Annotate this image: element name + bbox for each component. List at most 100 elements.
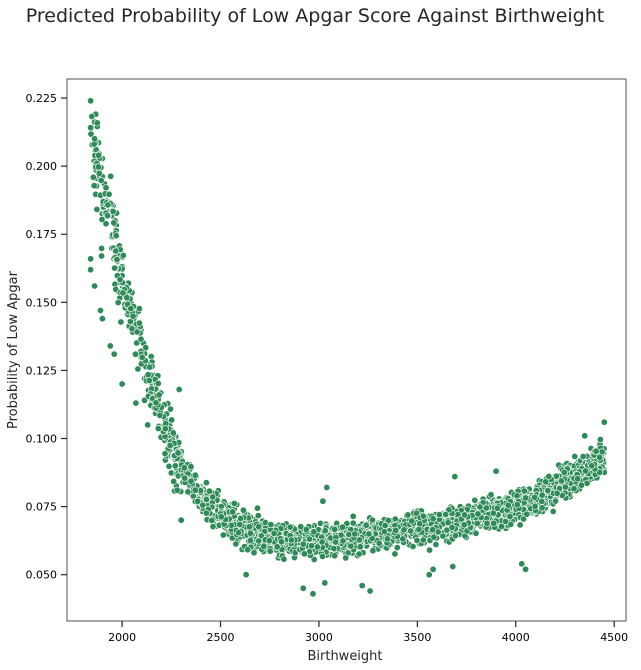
data-point <box>545 472 553 480</box>
data-point <box>513 492 521 500</box>
data-point <box>119 251 127 259</box>
data-point <box>266 547 274 555</box>
data-point <box>138 353 146 361</box>
data-point <box>180 464 188 472</box>
x-axis-ticks: 2000 2500 3000 3500 4000 4500 <box>108 621 628 644</box>
data-point <box>596 453 604 461</box>
data-point <box>356 543 364 551</box>
data-point <box>128 325 136 333</box>
data-point <box>493 504 501 512</box>
data-point <box>246 537 254 545</box>
data-point <box>570 485 578 493</box>
data-point <box>260 542 268 550</box>
data-point <box>391 550 399 558</box>
data-point <box>482 504 490 512</box>
y-tick-label: 0.150 <box>26 296 58 309</box>
data-point <box>313 543 321 551</box>
data-point <box>117 318 125 326</box>
data-point <box>171 462 179 470</box>
data-point <box>299 540 307 548</box>
data-point <box>167 405 175 413</box>
data-point <box>255 523 263 531</box>
data-point <box>299 584 307 592</box>
data-point <box>574 475 582 483</box>
data-point <box>95 163 103 171</box>
data-point <box>87 266 95 274</box>
data-point <box>408 517 416 525</box>
data-point <box>242 571 250 579</box>
data-point <box>91 282 99 290</box>
data-point <box>318 552 326 560</box>
data-point <box>277 538 285 546</box>
data-point <box>177 516 185 524</box>
data-point <box>237 514 245 522</box>
data-point <box>592 447 600 455</box>
data-point <box>91 135 99 143</box>
data-point <box>145 377 153 385</box>
data-point <box>191 471 199 479</box>
data-point <box>365 530 373 538</box>
data-point <box>442 510 450 518</box>
data-point <box>487 491 495 499</box>
data-point <box>114 299 122 307</box>
data-point <box>107 172 115 180</box>
data-point <box>553 489 561 497</box>
data-point <box>460 521 468 529</box>
data-point <box>184 488 192 496</box>
data-point <box>156 411 164 419</box>
data-point <box>384 516 392 524</box>
data-point <box>87 97 95 105</box>
data-point <box>202 509 210 517</box>
data-point <box>471 496 479 504</box>
data-point <box>287 536 295 544</box>
data-point <box>155 391 163 399</box>
data-point <box>571 452 579 460</box>
data-point <box>425 571 433 579</box>
data-point <box>98 215 106 223</box>
data-point <box>104 201 112 209</box>
data-point <box>191 486 199 494</box>
data-point <box>419 536 427 544</box>
data-point <box>181 474 189 482</box>
data-point <box>300 550 308 558</box>
plot-frame <box>66 78 627 622</box>
data-point <box>168 416 176 424</box>
data-point <box>270 529 278 537</box>
data-point <box>439 532 447 540</box>
chart-title: Predicted Probability of Low Apgar Score… <box>26 5 604 27</box>
data-point <box>474 510 482 518</box>
data-point <box>476 503 484 511</box>
data-point <box>448 523 456 531</box>
data-point <box>461 511 469 519</box>
data-point <box>286 523 294 531</box>
data-point <box>93 119 101 127</box>
data-point <box>95 169 103 177</box>
data-point <box>323 483 331 491</box>
y-tick-label: 0.225 <box>26 92 58 105</box>
data-point <box>132 350 140 358</box>
data-point <box>144 371 152 379</box>
data-point <box>199 501 207 509</box>
data-point <box>98 252 106 260</box>
data-point <box>579 452 587 460</box>
data-point <box>581 432 589 440</box>
data-point <box>95 151 103 159</box>
data-point <box>375 539 383 547</box>
data-point <box>538 497 546 505</box>
data-point <box>175 385 183 393</box>
data-point <box>392 526 400 534</box>
x-tick-label: 4000 <box>502 631 530 644</box>
data-point <box>173 486 181 494</box>
data-point <box>250 549 258 557</box>
data-point <box>133 339 141 347</box>
data-point <box>449 562 457 570</box>
x-tick-label: 2000 <box>108 631 136 644</box>
data-point <box>97 177 105 185</box>
data-point <box>209 523 217 531</box>
data-point <box>146 363 154 371</box>
data-point <box>504 501 512 509</box>
data-point <box>98 244 106 252</box>
data-point <box>112 232 120 240</box>
data-point <box>219 531 227 539</box>
data-point <box>87 130 95 138</box>
